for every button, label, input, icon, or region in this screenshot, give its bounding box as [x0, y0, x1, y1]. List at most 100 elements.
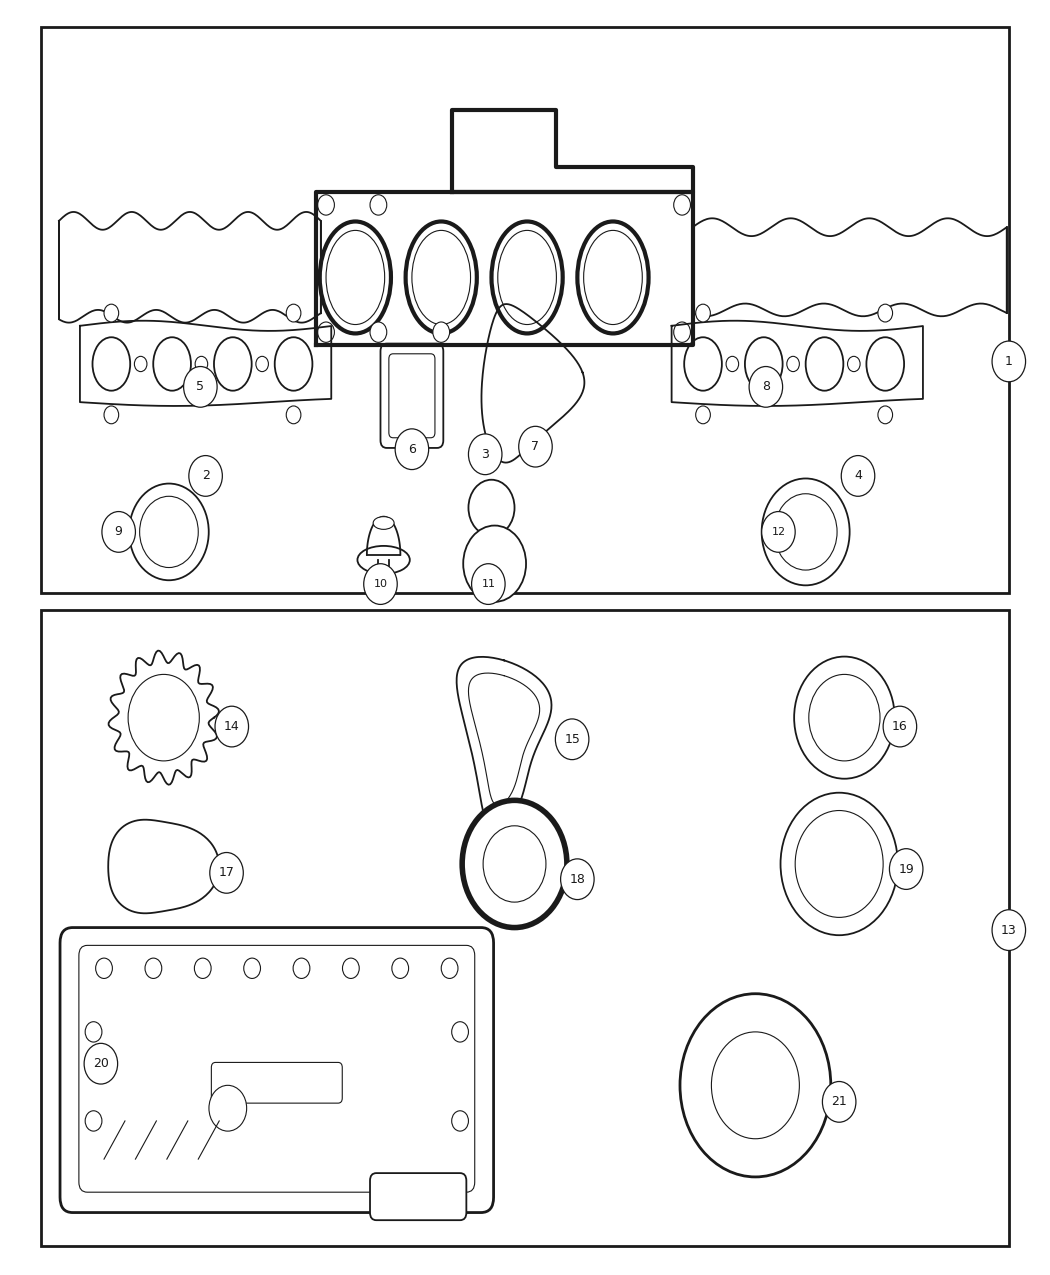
Circle shape — [674, 323, 691, 343]
Polygon shape — [59, 212, 321, 323]
Ellipse shape — [405, 222, 477, 334]
Circle shape — [210, 853, 244, 894]
Text: 1: 1 — [1005, 354, 1013, 368]
Ellipse shape — [584, 231, 643, 325]
Circle shape — [140, 496, 198, 567]
Polygon shape — [452, 110, 693, 193]
Ellipse shape — [275, 338, 313, 390]
Ellipse shape — [805, 338, 843, 390]
Text: 2: 2 — [202, 469, 210, 482]
Circle shape — [462, 801, 567, 928]
Circle shape — [370, 323, 386, 343]
Ellipse shape — [357, 546, 410, 574]
Circle shape — [452, 1111, 468, 1131]
Circle shape — [712, 1031, 799, 1139]
Circle shape — [680, 993, 831, 1177]
Text: 16: 16 — [892, 720, 908, 733]
Circle shape — [318, 195, 334, 215]
Ellipse shape — [491, 222, 563, 334]
Text: 18: 18 — [569, 872, 585, 886]
Circle shape — [726, 356, 738, 371]
Circle shape — [102, 511, 135, 552]
Circle shape — [96, 958, 112, 978]
Circle shape — [889, 849, 923, 890]
Text: 12: 12 — [772, 527, 785, 537]
Circle shape — [441, 958, 458, 978]
Circle shape — [878, 405, 892, 423]
FancyBboxPatch shape — [211, 1062, 342, 1103]
Circle shape — [847, 356, 860, 371]
Circle shape — [363, 564, 397, 604]
Circle shape — [555, 719, 589, 760]
Circle shape — [85, 1021, 102, 1042]
Circle shape — [194, 958, 211, 978]
Text: 17: 17 — [218, 866, 234, 880]
FancyBboxPatch shape — [380, 344, 443, 448]
Circle shape — [129, 483, 209, 580]
Circle shape — [256, 356, 269, 371]
Circle shape — [392, 958, 408, 978]
Circle shape — [795, 811, 883, 918]
Circle shape — [696, 405, 711, 423]
Circle shape — [318, 323, 334, 343]
Circle shape — [841, 455, 875, 496]
Polygon shape — [316, 193, 693, 346]
Text: 19: 19 — [899, 863, 915, 876]
Text: 10: 10 — [374, 579, 387, 589]
Circle shape — [145, 958, 162, 978]
Circle shape — [104, 405, 119, 423]
Text: 21: 21 — [832, 1095, 847, 1108]
Circle shape — [128, 674, 200, 761]
Circle shape — [561, 859, 594, 900]
FancyBboxPatch shape — [388, 353, 435, 437]
Polygon shape — [457, 657, 551, 829]
Circle shape — [287, 305, 301, 323]
Text: 14: 14 — [224, 720, 239, 733]
Circle shape — [244, 958, 260, 978]
Text: 7: 7 — [531, 440, 540, 453]
Bar — [41, 27, 1009, 593]
Text: 3: 3 — [481, 448, 489, 460]
Ellipse shape — [327, 231, 384, 325]
Polygon shape — [482, 303, 585, 463]
Circle shape — [822, 1081, 856, 1122]
FancyBboxPatch shape — [79, 945, 475, 1192]
Text: 20: 20 — [93, 1057, 109, 1070]
Ellipse shape — [214, 338, 252, 390]
Circle shape — [761, 478, 849, 585]
Ellipse shape — [744, 338, 782, 390]
Ellipse shape — [685, 338, 722, 390]
Text: 6: 6 — [408, 442, 416, 455]
Text: 8: 8 — [762, 380, 770, 394]
Circle shape — [433, 323, 449, 343]
Circle shape — [395, 428, 428, 469]
Polygon shape — [108, 820, 219, 913]
Circle shape — [452, 1021, 468, 1042]
Circle shape — [883, 706, 917, 747]
FancyBboxPatch shape — [370, 1173, 466, 1220]
Circle shape — [992, 342, 1026, 381]
Circle shape — [749, 366, 782, 407]
Text: 11: 11 — [481, 579, 496, 589]
FancyBboxPatch shape — [60, 928, 494, 1213]
Text: 15: 15 — [564, 733, 580, 746]
Circle shape — [808, 674, 880, 761]
Circle shape — [370, 195, 386, 215]
Circle shape — [134, 356, 147, 371]
Circle shape — [483, 826, 546, 903]
Circle shape — [696, 305, 711, 323]
Ellipse shape — [373, 516, 394, 529]
Circle shape — [794, 657, 895, 779]
Circle shape — [85, 1111, 102, 1131]
Circle shape — [195, 356, 208, 371]
Polygon shape — [672, 321, 923, 405]
Ellipse shape — [92, 338, 130, 390]
Circle shape — [468, 479, 514, 536]
Circle shape — [780, 793, 898, 935]
Circle shape — [674, 195, 691, 215]
Circle shape — [184, 366, 217, 407]
Text: 13: 13 — [1001, 923, 1016, 937]
Circle shape — [471, 564, 505, 604]
Circle shape — [84, 1043, 118, 1084]
Text: 5: 5 — [196, 380, 205, 394]
